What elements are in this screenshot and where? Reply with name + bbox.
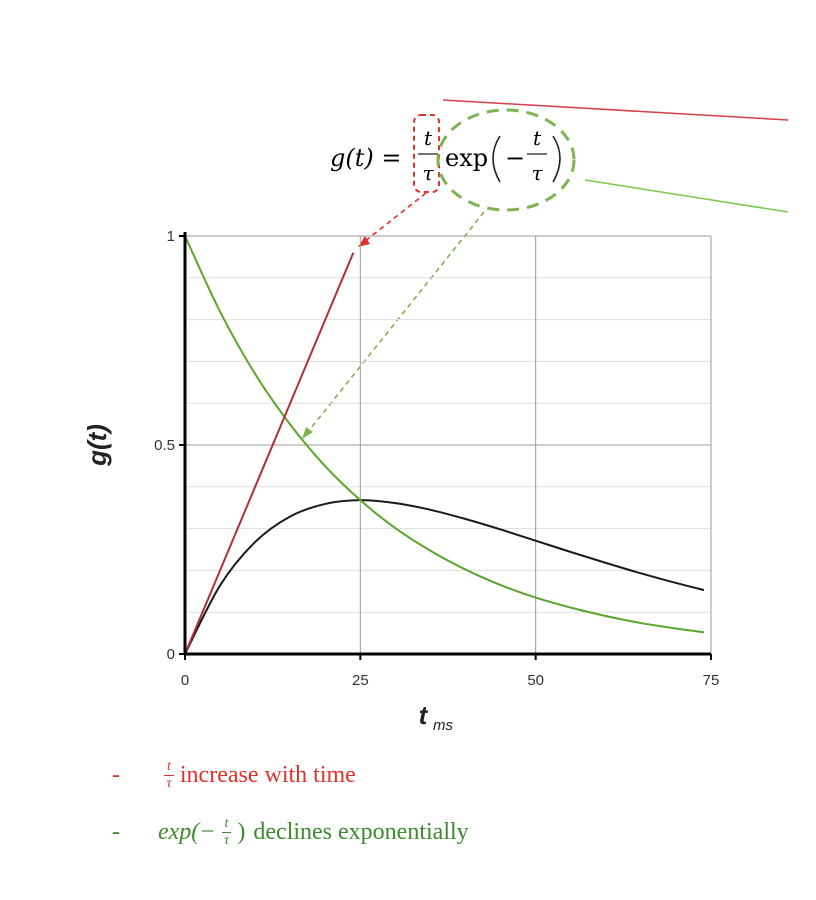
- note-text: increase with time: [179, 762, 356, 788]
- y-tick-label: 1: [167, 228, 175, 245]
- note-bullet: -: [112, 762, 120, 788]
- y-tick-label: 0: [167, 646, 175, 663]
- callout-line-red: [442, 99, 789, 121]
- equation-minus: −: [505, 144, 525, 172]
- note-fraction: t τ: [164, 760, 174, 791]
- equation-inner-den: τ: [531, 161, 543, 185]
- note-frac-num: t: [221, 817, 232, 833]
- note-suffix: ): [237, 819, 246, 845]
- x-axis-label: t ms: [419, 700, 454, 734]
- equation-func: exp: [445, 144, 488, 172]
- x-tick-label: 0: [181, 672, 189, 689]
- note-text: declines exponentially: [253, 819, 469, 845]
- callout-line-green: [584, 179, 789, 213]
- x-tick-label: 75: [703, 672, 720, 689]
- note-fraction: t τ: [221, 817, 232, 848]
- note-increase: - t τ increase with time: [112, 760, 356, 791]
- x-tick-label: 50: [527, 672, 544, 689]
- arrow-green-head: [302, 427, 313, 439]
- note-frac-den: τ: [223, 833, 229, 848]
- equation-lhs: g(t) =: [330, 144, 401, 172]
- series-linear: [184, 252, 355, 655]
- plot-area: 0 25 50 75 0 0.5 1: [154, 228, 719, 689]
- note-prefix: exp(−: [158, 819, 216, 845]
- x-tick-label: 25: [352, 672, 369, 689]
- equation-paren-left: [492, 135, 501, 183]
- series-exponential: [184, 235, 705, 634]
- y-axis-label: g(t): [82, 424, 112, 467]
- arrow-red-head: [358, 236, 370, 247]
- note-declines: - exp(− t τ ) declines exponentially: [112, 817, 469, 848]
- equation-paren-right: [552, 135, 561, 183]
- equation-frac-num: t: [424, 126, 433, 150]
- equation-frac-den: τ: [422, 161, 434, 185]
- note-bullet: -: [112, 819, 120, 845]
- note-frac-num: t: [164, 760, 174, 776]
- arrow-red-line: [363, 192, 427, 243]
- highlight-ellipse-green: [436, 108, 576, 212]
- equation-inner-num: t: [533, 126, 542, 150]
- highlight-box-red: [413, 114, 440, 193]
- series-product: [184, 499, 705, 655]
- y-tick-label: 0.5: [154, 437, 175, 454]
- equation: g(t) = t τ exp − t τ: [330, 126, 561, 185]
- note-frac-den: τ: [166, 776, 172, 791]
- x-axis-label-main: t: [419, 700, 429, 730]
- x-axis-label-sub: ms: [433, 717, 453, 734]
- arrow-green-line: [306, 211, 485, 434]
